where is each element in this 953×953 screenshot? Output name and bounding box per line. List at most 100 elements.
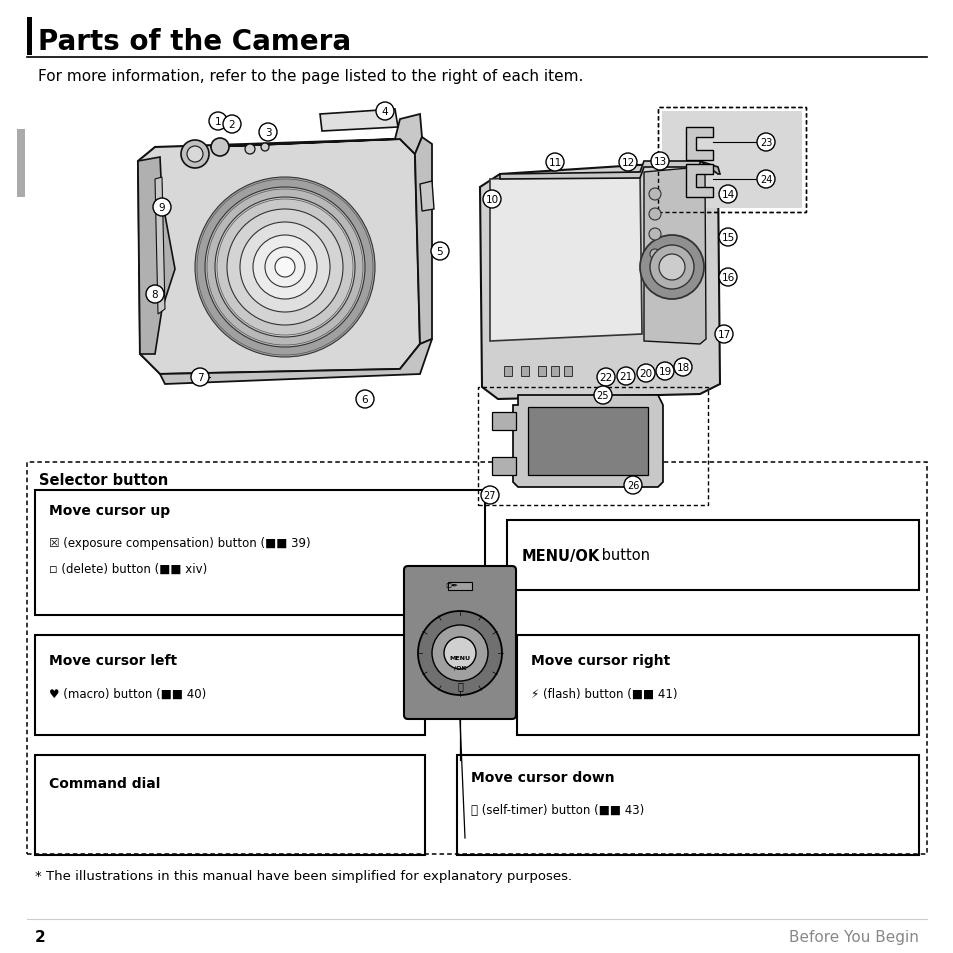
Circle shape: [623, 476, 641, 495]
Bar: [448, 582, 472, 590]
Polygon shape: [138, 158, 174, 355]
Bar: [456, 755, 918, 855]
Polygon shape: [210, 115, 421, 154]
Circle shape: [274, 257, 294, 277]
Circle shape: [719, 186, 737, 204]
Circle shape: [375, 103, 394, 121]
Text: 19: 19: [658, 367, 671, 376]
Bar: [503, 367, 512, 376]
Circle shape: [223, 116, 241, 133]
Text: For more information, refer to the page listed to the right of each item.: For more information, refer to the page …: [38, 69, 583, 84]
Circle shape: [482, 191, 500, 209]
Text: ◽✒: ◽✒: [445, 581, 458, 590]
Text: 25: 25: [597, 391, 609, 400]
Text: 10: 10: [485, 194, 498, 205]
Polygon shape: [685, 165, 712, 198]
Bar: [477, 388, 707, 505]
Text: ⏲: ⏲: [456, 680, 462, 690]
Circle shape: [719, 269, 737, 287]
Circle shape: [648, 189, 660, 201]
Circle shape: [545, 153, 563, 172]
Circle shape: [480, 486, 498, 504]
Polygon shape: [415, 138, 432, 345]
Polygon shape: [513, 395, 662, 488]
Circle shape: [714, 326, 732, 344]
FancyBboxPatch shape: [403, 566, 516, 720]
Circle shape: [618, 153, 637, 172]
Text: 11: 11: [548, 158, 561, 168]
Text: /OK: /OK: [454, 665, 466, 670]
Text: 13: 13: [653, 157, 666, 167]
Bar: [517, 636, 918, 735]
Circle shape: [648, 229, 660, 241]
Text: Move cursor right: Move cursor right: [531, 654, 670, 667]
Circle shape: [757, 171, 774, 189]
Text: 9: 9: [158, 203, 165, 213]
Circle shape: [227, 210, 343, 326]
Circle shape: [209, 112, 227, 131]
Text: 15: 15: [720, 233, 734, 243]
Text: Move cursor up: Move cursor up: [49, 503, 170, 517]
Text: 18: 18: [676, 363, 689, 373]
Text: 27: 27: [483, 491, 496, 500]
Circle shape: [240, 223, 330, 313]
Text: 20: 20: [639, 369, 652, 378]
Text: * The illustrations in this manual have been simplified for explanatory purposes: * The illustrations in this manual have …: [35, 869, 572, 882]
Text: Selector button: Selector button: [39, 473, 168, 488]
Polygon shape: [492, 413, 516, 431]
Text: 7: 7: [196, 373, 203, 382]
Circle shape: [261, 144, 269, 152]
Circle shape: [205, 188, 365, 348]
Circle shape: [648, 209, 660, 221]
Circle shape: [656, 363, 673, 380]
Circle shape: [757, 133, 774, 152]
Text: Move cursor left: Move cursor left: [49, 654, 177, 667]
Circle shape: [245, 145, 254, 154]
Polygon shape: [527, 408, 647, 476]
Text: MENU: MENU: [449, 656, 470, 660]
Text: Command dial: Command dial: [49, 776, 160, 790]
Circle shape: [673, 358, 691, 376]
Bar: [658, 108, 805, 213]
Circle shape: [194, 178, 375, 357]
Text: 16: 16: [720, 273, 734, 283]
Polygon shape: [160, 339, 432, 385]
Text: ◽ (delete) button (■■ xiv): ◽ (delete) button (■■ xiv): [49, 562, 207, 575]
Text: 2: 2: [229, 120, 235, 130]
Bar: [17, 130, 25, 198]
Circle shape: [649, 250, 659, 260]
Text: 26: 26: [626, 480, 639, 491]
Circle shape: [432, 625, 488, 681]
Circle shape: [258, 124, 276, 142]
Circle shape: [187, 147, 203, 163]
Circle shape: [597, 369, 615, 387]
Text: ♥ (macro) button (■■ 40): ♥ (macro) button (■■ 40): [49, 687, 206, 700]
Bar: [27, 18, 32, 56]
Polygon shape: [479, 162, 720, 399]
Text: Parts of the Camera: Parts of the Camera: [38, 28, 351, 56]
Text: MENU/OK: MENU/OK: [521, 548, 599, 563]
Circle shape: [649, 246, 693, 290]
Circle shape: [719, 229, 737, 247]
Polygon shape: [490, 172, 641, 341]
Circle shape: [181, 141, 209, 169]
Bar: [537, 367, 545, 376]
Circle shape: [639, 235, 703, 299]
Text: button: button: [597, 548, 649, 563]
Bar: [520, 367, 529, 376]
Text: 3: 3: [264, 128, 271, 138]
Circle shape: [214, 198, 355, 337]
Polygon shape: [138, 140, 419, 375]
Bar: [35, 636, 424, 735]
Polygon shape: [499, 162, 700, 180]
Circle shape: [355, 391, 374, 409]
Text: ☒ (exposure compensation) button (■■ 39): ☒ (exposure compensation) button (■■ 39): [49, 536, 311, 549]
Text: ⏲ (self-timer) button (■■ 43): ⏲ (self-timer) button (■■ 43): [471, 803, 643, 817]
Text: 6: 6: [361, 395, 368, 405]
Polygon shape: [154, 178, 165, 314]
Text: ⚡ (flash) button (■■ 41): ⚡ (flash) button (■■ 41): [531, 687, 677, 700]
Bar: [658, 108, 805, 213]
Bar: [551, 367, 558, 376]
Circle shape: [152, 199, 171, 216]
Text: 17: 17: [717, 330, 730, 339]
